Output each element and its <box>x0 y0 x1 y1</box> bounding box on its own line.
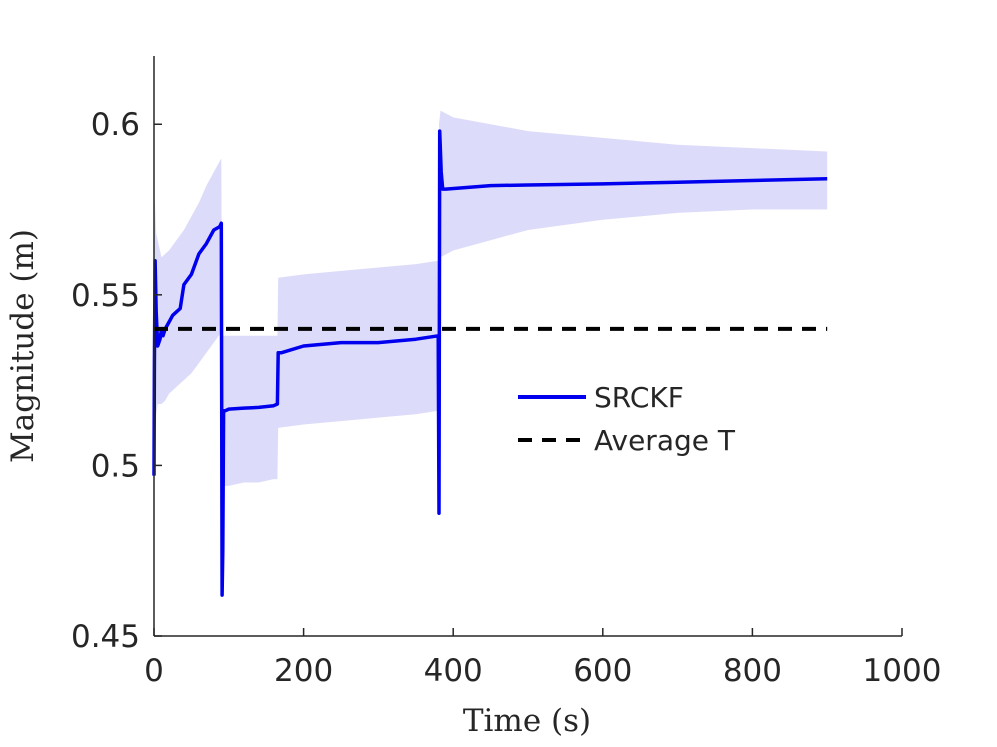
y-axis-ticks: 0.45 0.5 0.55 0.6 <box>71 107 162 655</box>
x-tick-label: 400 <box>424 653 483 689</box>
legend-label-average-t: Average T <box>594 424 736 457</box>
x-tick-label: 0 <box>144 653 164 689</box>
x-tick-label: 1000 <box>863 653 942 689</box>
y-tick-label: 0.55 <box>71 278 140 314</box>
axes <box>153 56 902 637</box>
srckf-uncertainty-band <box>154 110 828 500</box>
srckf-line <box>152 129 828 597</box>
legend: SRCKF Average T <box>518 381 736 457</box>
series-layer <box>152 129 828 597</box>
y-tick-label: 0.5 <box>91 448 140 484</box>
y-tick-label: 0.6 <box>91 107 140 143</box>
uncertainty-band-layer <box>154 110 828 500</box>
x-axis-title: Time (s) <box>463 703 591 739</box>
x-axis-ticks: 0 200 400 600 800 1000 <box>144 628 941 689</box>
y-axis-title: Magnitude (m) <box>5 229 41 463</box>
x-tick-label: 600 <box>573 653 632 689</box>
x-tick-label: 200 <box>274 653 333 689</box>
y-tick-label: 0.45 <box>71 619 140 655</box>
x-tick-label: 800 <box>723 653 782 689</box>
legend-label-srckf: SRCKF <box>594 381 684 414</box>
